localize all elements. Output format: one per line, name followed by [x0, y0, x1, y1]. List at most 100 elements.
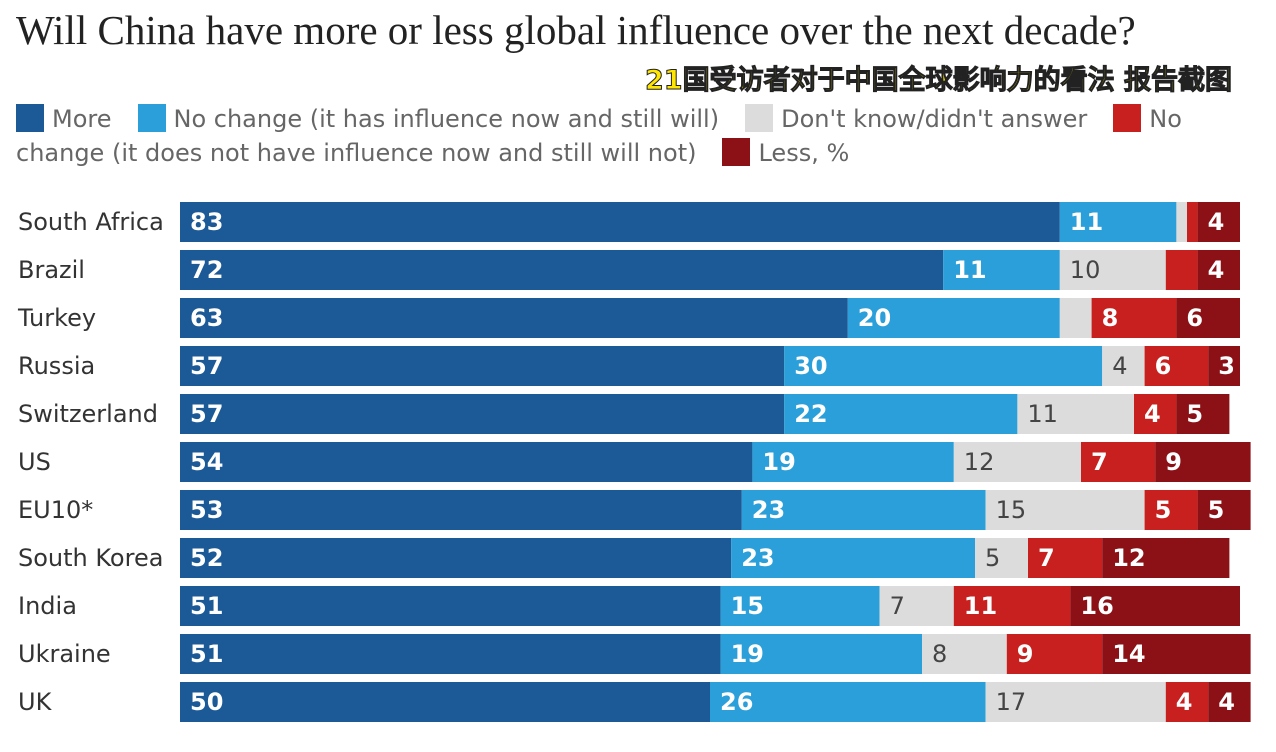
- value-label: 15: [996, 496, 1027, 524]
- category-label: Russia: [18, 352, 95, 380]
- legend-label: Don't know/didn't answer: [781, 105, 1088, 133]
- legend-label: More: [52, 105, 112, 133]
- bar-segment: [1165, 250, 1198, 290]
- bar-segment: [720, 634, 922, 674]
- bar-segment: [180, 490, 742, 530]
- value-label: 17: [996, 688, 1027, 716]
- bar-segment: [1028, 538, 1103, 578]
- bar-segment: [731, 538, 975, 578]
- value-label: 4: [1176, 688, 1193, 716]
- bar-segment: [1197, 490, 1251, 530]
- value-label: 23: [752, 496, 785, 524]
- bar-segment: [180, 394, 785, 434]
- value-label: 4: [1208, 256, 1225, 284]
- value-label: 7: [1091, 448, 1108, 476]
- value-label: 54: [190, 448, 223, 476]
- bar-segment: [741, 490, 986, 530]
- legend-swatch: [16, 104, 44, 132]
- bar-segment: [1187, 202, 1198, 242]
- bar-segment: [1208, 346, 1240, 386]
- bar-segment: [1144, 346, 1209, 386]
- category-label: Switzerland: [18, 400, 158, 428]
- bar-segment: [1059, 202, 1177, 242]
- value-label: 5: [985, 544, 1000, 572]
- bar-segment: [180, 346, 785, 386]
- category-label: South Africa: [18, 208, 164, 236]
- value-label: 7: [1038, 544, 1055, 572]
- value-label: 20: [858, 304, 891, 332]
- value-label: 19: [762, 448, 795, 476]
- value-label: 4: [1112, 352, 1127, 380]
- category-label: US: [18, 448, 51, 476]
- bar-segment: [1006, 634, 1103, 674]
- value-label: 53: [190, 496, 223, 524]
- value-label: 19: [731, 640, 764, 668]
- value-label: 6: [1155, 352, 1172, 380]
- annotation: 21国受访者对于中国全球影响力的看法 报告截图: [645, 65, 1233, 97]
- bar-segment: [1070, 586, 1240, 626]
- value-label: 7: [890, 592, 905, 620]
- bar-segment: [720, 586, 880, 626]
- legend-item: More: [16, 104, 112, 133]
- legend-label: No change (it has influence now and stil…: [173, 105, 720, 133]
- bar-segment: [180, 250, 944, 290]
- value-label: 3: [1218, 352, 1235, 380]
- legend-swatch: [137, 104, 166, 132]
- category-label: India: [18, 592, 77, 620]
- value-label: 12: [1112, 544, 1145, 572]
- category-label: Turkey: [17, 304, 96, 332]
- bar-segment: [1102, 346, 1145, 386]
- bar-segment: [953, 586, 1071, 626]
- bar-segment: [180, 634, 721, 674]
- bar-segment: [1059, 298, 1092, 338]
- bar-segment: [180, 538, 732, 578]
- chart-title: Will China have more or less global infl…: [16, 7, 1136, 53]
- bar-segment: [985, 490, 1145, 530]
- value-label: 15: [731, 592, 764, 620]
- bar-segment: [1059, 250, 1166, 290]
- bar-segment: [1165, 682, 1209, 722]
- bar-segment: [1176, 202, 1187, 242]
- bar-segment: [180, 298, 848, 338]
- value-label: 4: [1218, 688, 1235, 716]
- value-label: 16: [1080, 592, 1113, 620]
- value-label: 4: [1144, 400, 1161, 428]
- bar-segment: [180, 586, 721, 626]
- value-label: 5: [1155, 496, 1172, 524]
- bar-segment: [752, 442, 954, 482]
- bar-segment: [784, 394, 1018, 434]
- value-label: 5: [1208, 496, 1225, 524]
- bar-segment: [879, 586, 954, 626]
- category-label: Ukraine: [18, 640, 111, 668]
- bar-segment: [1017, 394, 1134, 434]
- value-label: 57: [190, 400, 223, 428]
- legend-item: No change (it has influence now and stil…: [137, 104, 720, 133]
- value-label: 26: [720, 688, 753, 716]
- value-label: 14: [1112, 640, 1145, 668]
- legend-swatch: [1113, 104, 1142, 132]
- bar-segment: [1155, 442, 1251, 482]
- value-label: 52: [190, 544, 223, 572]
- bar-segment: [943, 250, 1060, 290]
- bar-segment: [710, 682, 986, 722]
- value-label: 63: [190, 304, 223, 332]
- value-label: 11: [1027, 400, 1058, 428]
- legend-item: Don't know/didn't answer: [745, 104, 1088, 133]
- bar-segment: [1144, 490, 1198, 530]
- bar-segment: [1176, 298, 1240, 338]
- value-label: 30: [794, 352, 827, 380]
- bar-segment: [953, 442, 1081, 482]
- bar-segment: [180, 682, 710, 722]
- legend-label: No change (it does not have influence no…: [16, 105, 1182, 167]
- value-label: 9: [1165, 448, 1182, 476]
- bar-segment: [1081, 442, 1156, 482]
- value-label: 11: [953, 256, 986, 284]
- value-label: 57: [190, 352, 223, 380]
- value-label: 50: [190, 688, 223, 716]
- bar-segment: [1102, 538, 1230, 578]
- value-label: 22: [794, 400, 827, 428]
- value-label: 23: [741, 544, 774, 572]
- value-label: 10: [1070, 256, 1101, 284]
- value-label: 8: [932, 640, 947, 668]
